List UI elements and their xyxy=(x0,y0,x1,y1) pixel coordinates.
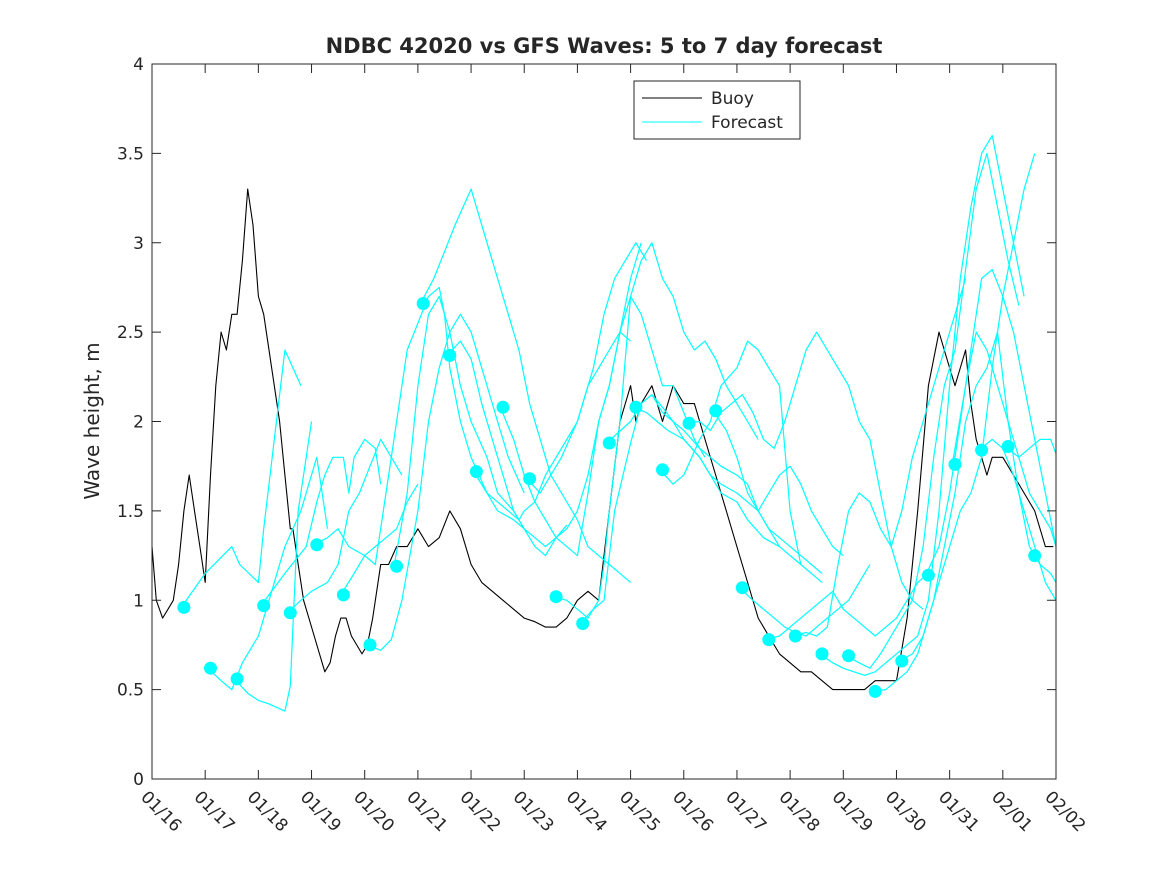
forecast-line xyxy=(553,242,759,619)
forecast-point xyxy=(602,436,616,450)
forecast-line xyxy=(872,153,1036,692)
forecast-point xyxy=(576,617,590,630)
legend-label-buoy: Buoy xyxy=(711,89,754,109)
forecast-line xyxy=(1005,438,1057,458)
forecast-line xyxy=(287,438,403,614)
forecast-line xyxy=(233,421,313,712)
forecast-line xyxy=(526,242,648,494)
forecast-point xyxy=(788,629,802,643)
y-tick-label: 1 xyxy=(133,591,144,611)
forecast-point xyxy=(682,416,696,430)
forecast-line xyxy=(712,410,823,583)
plot-area xyxy=(151,63,1057,780)
forecast-point xyxy=(629,400,643,414)
buoy-series xyxy=(151,188,1054,691)
y-tick-label: 0.5 xyxy=(117,681,144,701)
forecast-point xyxy=(469,465,483,479)
forecast-line xyxy=(367,313,525,651)
legend-box xyxy=(633,80,801,140)
forecast-point xyxy=(257,599,271,613)
forecast-series xyxy=(180,134,1057,712)
forecast-line xyxy=(766,572,929,641)
forecast-point xyxy=(948,457,962,471)
forecast-point xyxy=(283,606,297,620)
forecast-point xyxy=(390,559,404,573)
forecast-point xyxy=(709,404,723,418)
legend-label-forecast: Forecast xyxy=(711,113,783,133)
forecast-point xyxy=(656,463,669,477)
forecast-line xyxy=(260,438,382,606)
forecast-line xyxy=(925,269,1057,576)
forecast-line xyxy=(446,340,568,557)
forecast-point xyxy=(735,581,749,595)
y-tick-label: 0 xyxy=(133,770,144,790)
forecast-point xyxy=(177,600,191,614)
y-axis: 0 0.5 1 1.5 2 2.5 3 3.5 4 xyxy=(117,55,1056,790)
forecast-point xyxy=(310,538,324,552)
forecast-point xyxy=(230,672,244,686)
forecast-line xyxy=(686,331,924,610)
forecast-point xyxy=(336,588,350,602)
chart-title: NDBC 42020 vs GFS Waves: 5 to 7 day fore… xyxy=(326,34,883,58)
forecast-line xyxy=(792,278,967,637)
forecast-line xyxy=(978,438,1057,601)
forecast-point xyxy=(975,443,989,457)
forecast-point xyxy=(443,348,457,362)
forecast-point xyxy=(842,649,856,663)
forecast-point xyxy=(549,590,563,604)
forecast-line xyxy=(659,340,802,565)
legend: Buoy Forecast xyxy=(633,80,801,140)
buoy-line xyxy=(151,188,1054,691)
forecast-line xyxy=(951,331,1057,547)
forecast-line xyxy=(340,483,419,596)
forecast-line xyxy=(632,406,844,557)
y-tick-label: 2.5 xyxy=(117,323,144,343)
y-axis-label: Wave height, m xyxy=(80,342,104,499)
forecast-point xyxy=(815,647,829,661)
forecast-point xyxy=(895,654,909,668)
forecast-line xyxy=(207,456,329,691)
axes-background xyxy=(152,64,1056,779)
forecast-line xyxy=(419,188,631,583)
forecast-line xyxy=(180,349,302,608)
forecast-point xyxy=(496,400,510,414)
forecast-line xyxy=(473,331,631,521)
forecast-point xyxy=(416,297,430,310)
forecast-point xyxy=(523,472,537,486)
forecast-line xyxy=(845,152,1020,669)
y-tick-label: 3.5 xyxy=(117,144,144,164)
y-tick-label: 2 xyxy=(133,413,144,433)
forecast-line xyxy=(819,134,1025,676)
forecast-line xyxy=(739,564,871,637)
forecast-point xyxy=(204,661,217,675)
y-tick-label: 4 xyxy=(133,55,144,75)
forecast-point xyxy=(762,633,776,647)
forecast-point xyxy=(868,684,882,698)
forecast-markers xyxy=(177,297,1042,698)
forecast-point xyxy=(363,638,377,652)
y-tick-label: 1.5 xyxy=(117,502,144,522)
forecast-point xyxy=(1028,549,1042,563)
y-tick-label: 3 xyxy=(133,234,144,254)
forecast-point xyxy=(921,568,935,582)
forecast-point xyxy=(1001,440,1015,453)
forecast-line xyxy=(606,394,823,574)
